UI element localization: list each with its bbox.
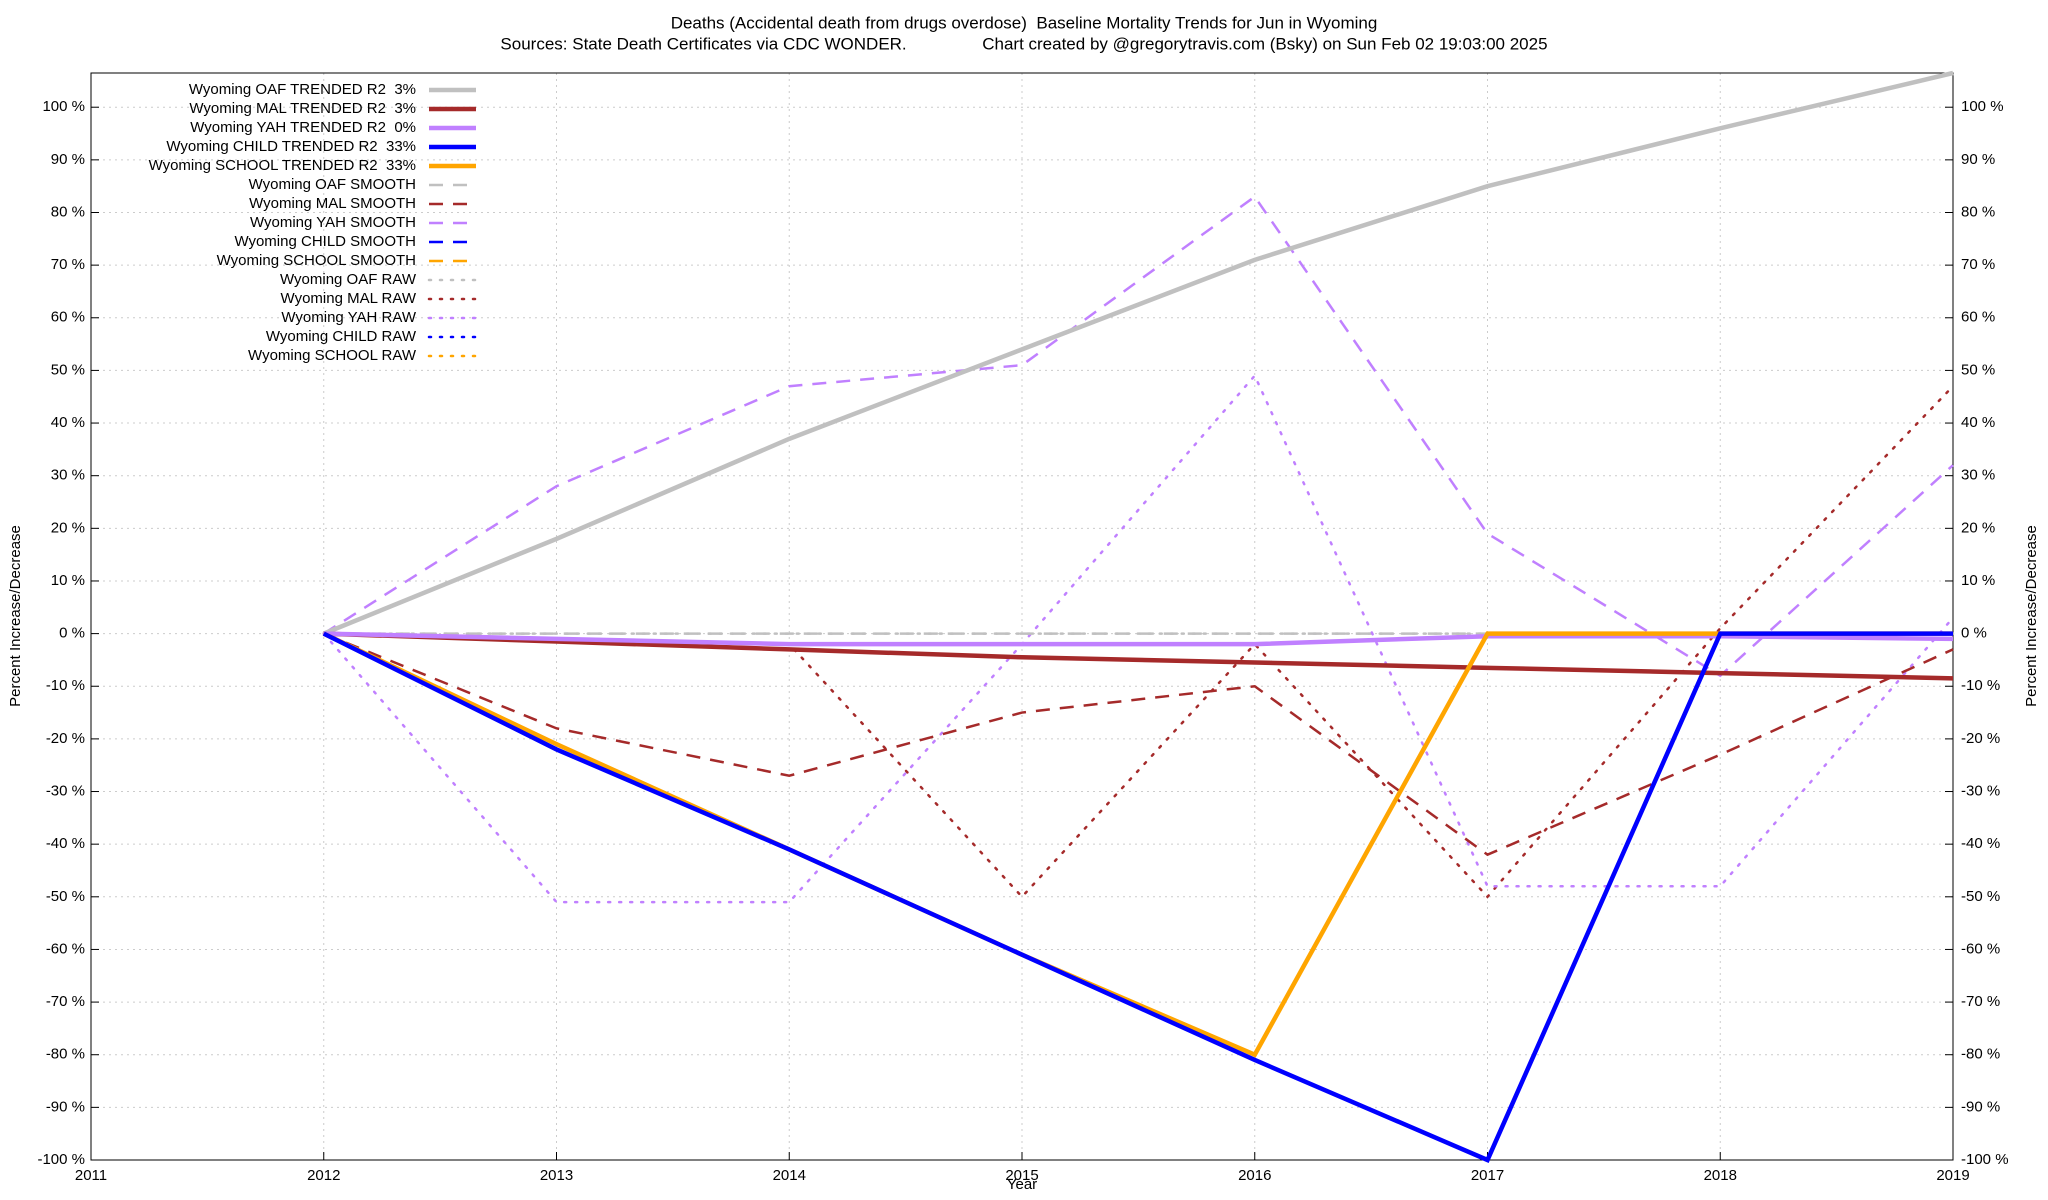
y2-axis-label: Percent Increase/Decrease xyxy=(2023,525,2040,707)
legend-label: Wyoming CHILD SMOOTH xyxy=(234,233,416,250)
y2-tick-label: -40 % xyxy=(1961,835,2000,852)
chart-title: Deaths (Accidental death from drugs over… xyxy=(671,13,1378,32)
y2-tick-label: 50 % xyxy=(1961,361,1995,378)
x-tick-label: 2017 xyxy=(1471,1167,1504,1184)
chart-subtitle: Sources: State Death Certificates via CD… xyxy=(500,34,1547,53)
legend-label: Wyoming MAL TRENDED R2 3% xyxy=(189,100,416,117)
y-tick-label: 100 % xyxy=(42,98,85,115)
y2-tick-label: 70 % xyxy=(1961,256,1995,273)
x-tick-label: 2014 xyxy=(773,1167,806,1184)
y-tick-label: -70 % xyxy=(46,993,85,1010)
y2-tick-label: 30 % xyxy=(1961,467,1995,484)
y2-tick-label: -100 % xyxy=(1961,1151,2009,1168)
y2-tick-label: 40 % xyxy=(1961,414,1995,431)
series-line xyxy=(322,631,1953,1163)
y2-tick-label: 90 % xyxy=(1961,151,1995,168)
x-tick-label: 2016 xyxy=(1238,1167,1271,1184)
y-axis-label: Percent Increase/Decrease xyxy=(7,525,24,707)
x-tick-label: 2012 xyxy=(307,1167,340,1184)
y2-tick-label: -10 % xyxy=(1961,677,2000,694)
series-line xyxy=(323,632,1954,857)
y2-tick-label: 100 % xyxy=(1961,98,2004,115)
y-tick-label: 10 % xyxy=(51,572,85,589)
legend-label: Wyoming YAH RAW xyxy=(281,309,416,326)
y-tick-label: -100 % xyxy=(37,1151,85,1168)
x-tick-label: 2013 xyxy=(540,1167,573,1184)
y-tick-label: -50 % xyxy=(46,888,85,905)
y2-tick-label: -50 % xyxy=(1961,888,2000,905)
y2-tick-label: -30 % xyxy=(1961,782,2000,799)
y2-tick-label: 0 % xyxy=(1961,625,1987,642)
x-tick-label: 2015 xyxy=(1005,1167,1038,1184)
legend-label: Wyoming YAH SMOOTH xyxy=(250,214,416,231)
x-tick-label: 2018 xyxy=(1704,1167,1737,1184)
y-tick-label: 50 % xyxy=(51,361,85,378)
legend-label: Wyoming MAL SMOOTH xyxy=(249,195,416,212)
y-tick-label: 40 % xyxy=(51,414,85,431)
series-line xyxy=(323,631,1954,681)
y-tick-label: -10 % xyxy=(46,677,85,694)
legend-label: Wyoming SCHOOL SMOOTH xyxy=(217,252,416,269)
x-tick-label: 2011 xyxy=(75,1167,107,1184)
legend-label: Wyoming OAF SMOOTH xyxy=(249,176,416,193)
y-tick-label: 60 % xyxy=(51,309,85,326)
series-line xyxy=(323,631,1954,647)
y-tick-label: 20 % xyxy=(51,519,85,536)
plot-frame xyxy=(90,72,1954,1161)
y2-tick-label: 20 % xyxy=(1961,519,1995,536)
y-tick-label: -90 % xyxy=(46,1098,85,1115)
y2-tick-label: -60 % xyxy=(1961,940,2000,957)
legend-label: Wyoming YAH TRENDED R2 0% xyxy=(190,119,416,136)
series-line xyxy=(323,194,1954,678)
y-tick-label: 80 % xyxy=(51,203,85,220)
y2-tick-label: -20 % xyxy=(1961,730,2000,747)
legend-label: Wyoming OAF TRENDED R2 3% xyxy=(189,81,416,98)
y-tick-label: -20 % xyxy=(46,730,85,747)
legend-label: Wyoming CHILD TRENDED R2 33% xyxy=(166,138,416,155)
y2-tick-label: 60 % xyxy=(1961,309,1995,326)
x-axis-label: Year xyxy=(1007,1176,1037,1193)
y-tick-label: -60 % xyxy=(46,940,85,957)
y-tick-label: -80 % xyxy=(46,1046,85,1063)
y-tick-label: -30 % xyxy=(46,782,85,799)
legend-label: Wyoming SCHOOL TRENDED R2 33% xyxy=(149,157,416,174)
series-line xyxy=(322,373,1955,904)
y2-tick-label: -80 % xyxy=(1961,1046,2000,1063)
series-line xyxy=(322,70,1954,636)
x-tick-label: 2019 xyxy=(1936,1167,1969,1184)
legend-label: Wyoming SCHOOL RAW xyxy=(248,347,417,364)
legend-label: Wyoming CHILD RAW xyxy=(266,328,417,345)
y-tick-label: -40 % xyxy=(46,835,85,852)
series-line xyxy=(322,631,1953,1058)
y2-tick-label: -90 % xyxy=(1961,1098,2000,1115)
legend-label: Wyoming MAL RAW xyxy=(281,290,417,307)
y-tick-label: 0 % xyxy=(59,625,85,642)
y-tick-label: 70 % xyxy=(51,256,85,273)
y2-tick-label: 10 % xyxy=(1961,572,1995,589)
y-tick-label: 90 % xyxy=(51,151,85,168)
y2-tick-label: 80 % xyxy=(1961,203,1995,220)
legend-label: Wyoming OAF RAW xyxy=(280,271,417,288)
y2-tick-label: -70 % xyxy=(1961,993,2000,1010)
y-tick-label: 30 % xyxy=(51,467,85,484)
